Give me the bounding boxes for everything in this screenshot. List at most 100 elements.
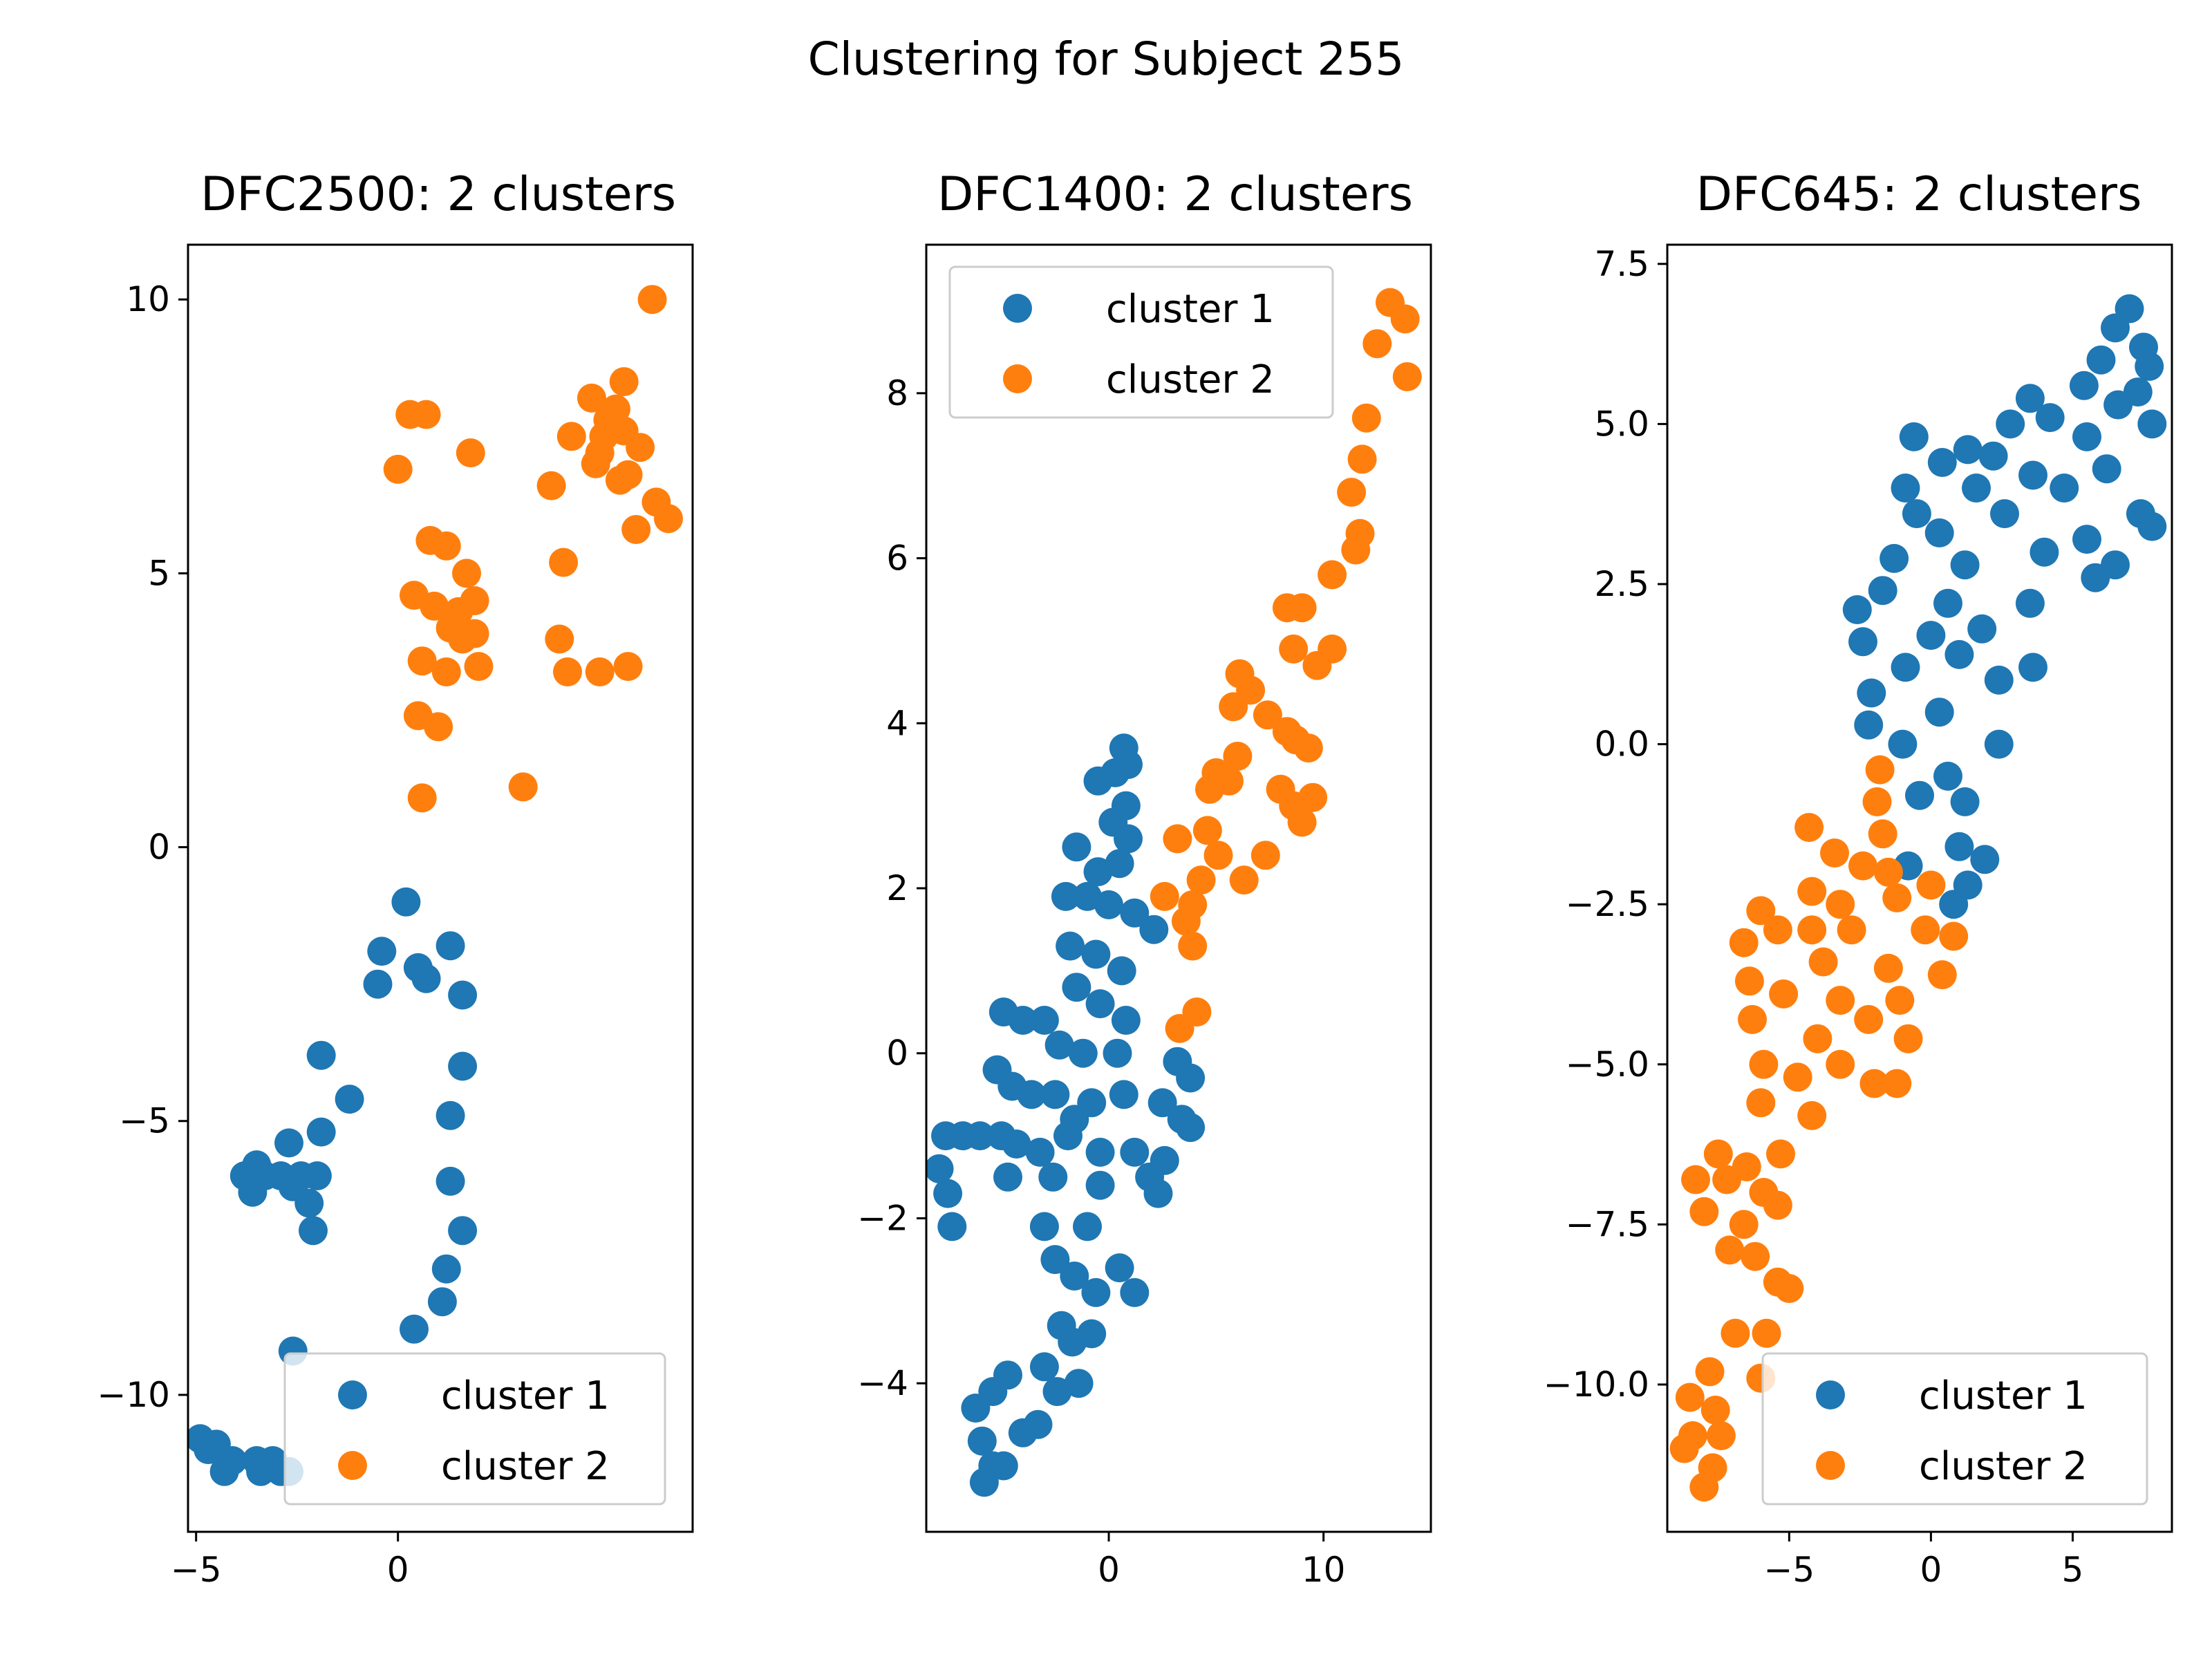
scatter-point-cluster-2 (609, 367, 639, 397)
scatter-point-cluster-2 (1182, 997, 1212, 1027)
scatter-point-cluster-1 (411, 964, 441, 993)
scatter-point-cluster-1 (435, 931, 465, 961)
scatter-point-cluster-1 (1970, 845, 2000, 874)
x-tick-label: −5 (1763, 1550, 1815, 1590)
scatter-point-cluster-2 (1229, 865, 1259, 895)
x-tick-label: 0 (387, 1550, 409, 1590)
y-tick-label: 2 (886, 868, 908, 908)
scatter-point-cluster-2 (1171, 906, 1201, 936)
scatter-point-cluster-2 (621, 515, 651, 544)
legend: cluster 1 cluster 2 (948, 265, 1334, 419)
scatter-point-cluster-2 (1783, 1062, 1812, 1092)
scatter-point-cluster-1 (1924, 697, 1954, 727)
scatter-point-cluster-1 (391, 887, 421, 917)
scatter-point-cluster-2 (1741, 1241, 1770, 1271)
scatter-point-cluster-1 (2035, 403, 2065, 433)
scatter-point-cluster-1 (1083, 766, 1113, 796)
scatter-point-cluster-1 (2030, 537, 2059, 567)
scatter-point-cluster-1 (363, 969, 393, 999)
scatter-point-cluster-2 (1675, 1382, 1705, 1412)
scatter-point-cluster-2 (1390, 304, 1420, 334)
scatter-point-cluster-2 (1927, 960, 1957, 990)
scatter-point-cluster-1 (1978, 441, 2008, 471)
scatter-point-cluster-2 (654, 504, 683, 534)
scatter-point-cluster-2 (1873, 857, 1903, 887)
scatter-point-cluster-2 (1752, 1318, 1781, 1348)
scatter-point-cluster-1 (2072, 525, 2101, 554)
x-tick-label: 5 (2062, 1550, 2084, 1590)
x-tick-label: 10 (1302, 1550, 1346, 1590)
scatter-point-cluster-1 (1029, 1212, 1059, 1241)
scatter-point-cluster-1 (2050, 474, 2079, 503)
scatter-point-cluster-2 (1873, 953, 1903, 983)
scatter-point-cluster-2 (1700, 1396, 1730, 1425)
scatter-point-cluster-2 (536, 471, 566, 500)
scatter-point-cluster-1 (1950, 550, 1980, 580)
scatter-point-cluster-1 (2135, 352, 2164, 381)
scatter-point-cluster-2 (1859, 1069, 1889, 1098)
scatter-point-cluster-2 (1746, 896, 1776, 926)
scatter-point-cluster-1 (1848, 627, 1877, 657)
legend-marker-cluster-2 (1816, 1451, 1845, 1480)
scatter-point-cluster-1 (335, 1085, 364, 1114)
scatter-point-cluster-1 (926, 1154, 954, 1183)
scatter-point-cluster-1 (1857, 678, 1886, 708)
scatter-points (926, 288, 1422, 1497)
scatter-point-cluster-1 (1139, 915, 1169, 944)
scatter-point-cluster-1 (1081, 939, 1111, 969)
scatter-point-cluster-1 (1040, 1245, 1070, 1275)
scatter-point-cluster-1 (1924, 518, 1954, 547)
scatter-point-cluster-2 (1223, 742, 1253, 771)
scatter-point-cluster-1 (1040, 1080, 1070, 1109)
scatter-point-cluster-1 (1984, 665, 2014, 695)
scatter-point-cluster-1 (1944, 639, 1974, 669)
scatter-point-cluster-1 (435, 1100, 465, 1130)
legend-label: cluster 1 (441, 1374, 610, 1418)
scatter-point-cluster-2 (556, 422, 586, 451)
scatter-point-cluster-2 (1769, 979, 1799, 1009)
legend-box (283, 1352, 666, 1506)
scatter-point-cluster-2 (1689, 1472, 1719, 1502)
scatter-point-cluster-1 (1868, 576, 1897, 606)
scatter-point-cluster-1 (988, 1451, 1018, 1481)
scatter-point-cluster-1 (1120, 1137, 1150, 1167)
scatter-point-cluster-1 (306, 1117, 336, 1147)
legend-label: cluster 1 (1106, 287, 1275, 332)
legend-box (948, 265, 1334, 419)
scatter-point-cluster-1 (1008, 1006, 1038, 1035)
scatter-point-cluster-2 (407, 646, 437, 676)
legend-marker-cluster-1 (338, 1380, 367, 1409)
scatter-points (188, 285, 683, 1486)
scatter-point-cluster-2 (1916, 870, 1946, 900)
scatter-point-cluster-1 (1984, 729, 2014, 759)
scatter-point-cluster-2 (1729, 1210, 1759, 1239)
legend-marker-cluster-1 (1003, 294, 1032, 323)
scatter-point-cluster-2 (1298, 782, 1328, 812)
scatter-point-cluster-1 (302, 1161, 332, 1190)
scatter-point-cluster-2 (1763, 915, 1792, 945)
scatter-point-cluster-2 (1820, 838, 1849, 868)
scatter-point-cluster-2 (431, 657, 461, 686)
scatter-point-cluster-1 (448, 1216, 478, 1246)
scatter-point-cluster-1 (1051, 881, 1080, 911)
scatter-point-cluster-1 (1105, 849, 1134, 879)
scatter-point-cluster-2 (1195, 774, 1224, 804)
legend-marker-cluster-2 (338, 1451, 367, 1480)
scatter-point-cluster-2 (1826, 1049, 1855, 1079)
scatter-point-cluster-1 (1064, 1369, 1094, 1398)
scatter-point-cluster-2 (1848, 851, 1877, 881)
scatter-point-cluster-1 (1996, 409, 2025, 439)
scatter-point-cluster-1 (1990, 499, 2019, 529)
scatter-point-cluster-1 (1176, 1113, 1206, 1143)
scatter-point-cluster-2 (626, 433, 655, 462)
scatter-point-cluster-2 (1749, 1049, 1779, 1079)
scatter-point-cluster-1 (1854, 710, 1884, 740)
y-tick-label: 0 (148, 827, 170, 868)
scatter-point-cluster-2 (456, 438, 485, 468)
scatter-point-cluster-1 (1053, 1121, 1082, 1151)
y-tick-label: −10 (97, 1375, 170, 1415)
scatter-point-cluster-1 (1105, 1253, 1134, 1283)
scatter-point-cluster-2 (1150, 881, 1179, 911)
scatter-point-cluster-1 (1107, 956, 1136, 986)
